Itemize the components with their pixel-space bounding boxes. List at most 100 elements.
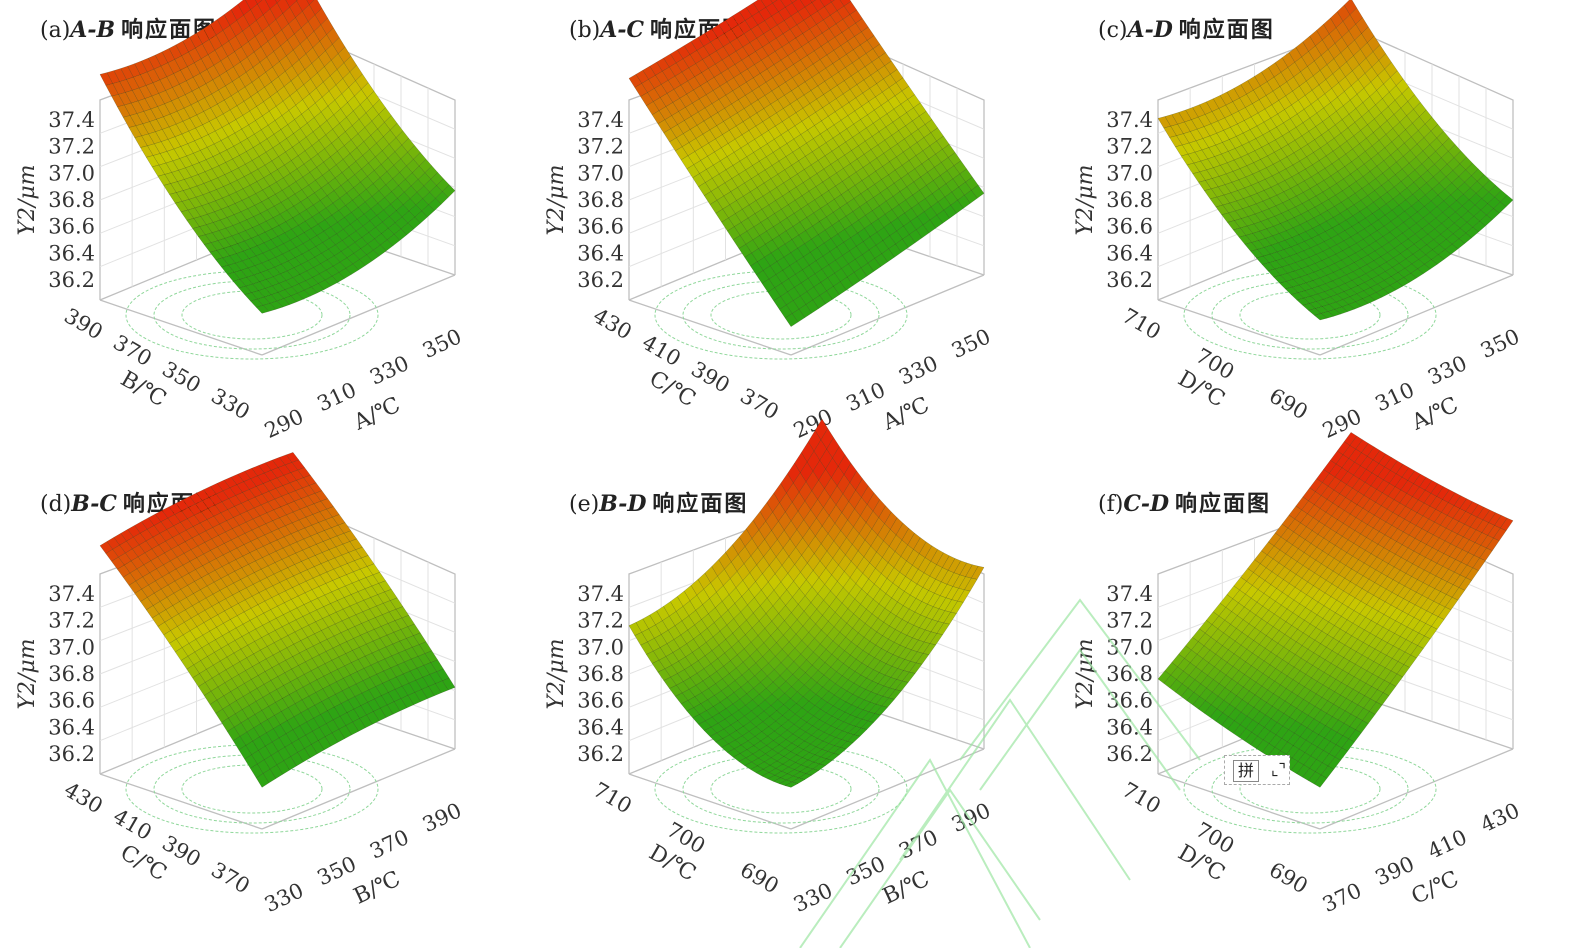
surface-cell — [853, 727, 868, 737]
surface-cell — [742, 42, 756, 57]
panel-id: (e) — [569, 492, 600, 517]
surface-cell — [213, 60, 227, 77]
surface-cell — [205, 527, 219, 540]
surface-cell — [763, 103, 777, 118]
surface-cell — [735, 121, 750, 136]
contour-line — [181, 290, 323, 340]
surface-cell — [712, 85, 727, 100]
surface-cell — [780, 55, 794, 70]
right-tick-label: 350 — [313, 852, 359, 891]
surface-cell — [778, 81, 792, 96]
surface-cell — [1292, 535, 1306, 550]
surface-cell — [218, 531, 232, 544]
z-tick-label: 37.0 — [577, 161, 624, 185]
surface-cell — [177, 179, 191, 191]
surface-cell — [306, 267, 320, 278]
surface-cell — [1486, 208, 1500, 221]
surface-cell — [216, 695, 230, 710]
z-tick-label: 36.2 — [577, 268, 624, 292]
panel-title-text: 响应面图 — [652, 492, 749, 517]
surface-cell — [917, 629, 932, 643]
surface-cell — [105, 548, 119, 562]
surface-cell — [783, 751, 798, 760]
surface-cell — [172, 533, 186, 546]
surface-cell — [746, 687, 760, 701]
surface-cell — [1180, 153, 1195, 166]
surface-cell — [765, 605, 780, 622]
chart-title: (e)B-D 响应面图 — [569, 486, 748, 518]
surface-cell — [1293, 71, 1307, 87]
response-surface — [1157, 431, 1514, 788]
surface-cell — [676, 45, 691, 60]
surface-cell — [1270, 642, 1285, 657]
surface-cell — [187, 62, 201, 78]
surface-cell — [1218, 173, 1233, 185]
surface-cell — [751, 620, 766, 636]
surface-cell — [1297, 180, 1311, 193]
surface-cell — [682, 129, 697, 143]
surface-cell — [771, 520, 785, 540]
axis-floor-line — [1157, 773, 1321, 830]
surface-cell — [698, 642, 713, 657]
surface-cell — [1297, 686, 1311, 700]
chart-svg: 36.236.436.636.837.037.237.4Y2/μm7107006… — [1073, 431, 1523, 917]
surface-cell — [1241, 623, 1256, 637]
surface-cell — [223, 9, 238, 26]
left-tick-label: 410 — [109, 804, 156, 845]
z-tick-label: 36.6 — [48, 689, 95, 713]
contour-line — [1239, 290, 1381, 340]
surface-cell — [1300, 513, 1314, 528]
surface-cell — [175, 499, 189, 512]
surface-cell — [1225, 666, 1240, 680]
response-surface — [99, 0, 456, 314]
surface-cell — [771, 613, 785, 629]
surface-cell — [778, 511, 792, 531]
surface-cell — [140, 517, 155, 530]
surface-cell — [218, 598, 232, 612]
surface-cell — [242, 110, 256, 126]
surface-cell — [765, 2, 779, 17]
surface-cell — [710, 186, 725, 201]
surface-cell — [1255, 739, 1270, 753]
surface-cell — [1235, 619, 1250, 633]
surface-cell — [784, 742, 799, 753]
surface-cell — [221, 194, 236, 207]
surface-cell — [249, 106, 263, 121]
surface-cell — [1215, 204, 1229, 216]
surface-cell — [1307, 139, 1321, 153]
surface-cell — [717, 718, 732, 730]
surface-cell — [660, 79, 675, 94]
right-tick-label: 330 — [895, 351, 941, 390]
surface-cell — [206, 664, 220, 679]
surface-cell — [1244, 184, 1258, 197]
surface-cell — [715, 738, 729, 748]
surface-cell — [709, 671, 723, 685]
surface-cell — [161, 506, 176, 519]
surface-cell — [314, 630, 328, 643]
surface-cell — [704, 566, 718, 584]
surface-cell — [251, 465, 265, 477]
surface-cell — [1309, 184, 1324, 197]
surface-cell — [731, 640, 745, 656]
surface-cell — [710, 37, 724, 52]
surface-cell — [1218, 607, 1232, 621]
surface-cell — [1247, 75, 1261, 91]
surface-cell — [179, 80, 193, 96]
surface-cell — [723, 116, 737, 131]
surface-cell — [1292, 160, 1306, 174]
surface-cell — [763, 178, 778, 193]
surface-cell — [242, 25, 256, 43]
surface-cell — [710, 658, 724, 672]
surface-cell — [1300, 210, 1315, 222]
surface-cell — [719, 81, 733, 96]
surface-cell — [690, 579, 705, 596]
surface-cell — [732, 753, 747, 762]
surface-cell — [201, 497, 216, 509]
surface-cell — [658, 656, 673, 670]
surface-cell — [1217, 687, 1232, 701]
surface-cell — [1257, 178, 1272, 191]
chart-panel-e: (e)B-D 响应面图 36.2 36.4 36.6 36.8 37.0 37.2 37.4 Y… — [529, 418, 1058, 948]
surface-cell — [722, 42, 737, 56]
surface-cell — [1341, 256, 1355, 267]
surface-cell — [1215, 142, 1229, 155]
